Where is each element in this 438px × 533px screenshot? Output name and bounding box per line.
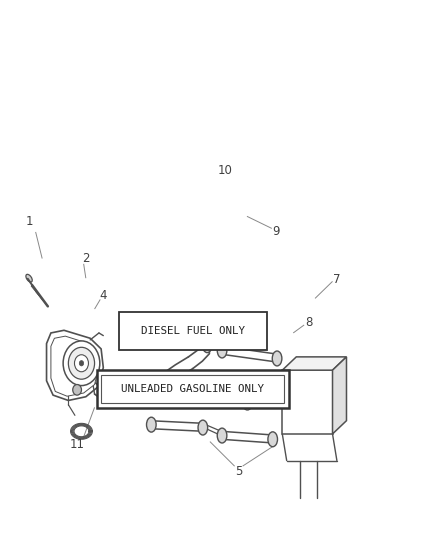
Ellipse shape <box>26 274 32 282</box>
Text: 7: 7 <box>333 273 341 286</box>
Circle shape <box>79 361 84 366</box>
Polygon shape <box>46 330 103 400</box>
Ellipse shape <box>256 390 265 403</box>
Ellipse shape <box>198 420 208 435</box>
Ellipse shape <box>217 343 227 358</box>
Text: 11: 11 <box>70 438 85 451</box>
Text: 6: 6 <box>239 369 247 382</box>
Text: 10: 10 <box>218 164 233 177</box>
Polygon shape <box>51 336 99 396</box>
Bar <box>283 370 332 434</box>
Polygon shape <box>283 357 346 370</box>
Text: DIESEL FUEL ONLY: DIESEL FUEL ONLY <box>141 326 245 336</box>
Bar <box>97 370 289 408</box>
Text: 8: 8 <box>305 316 312 329</box>
Polygon shape <box>332 357 346 434</box>
Text: 3: 3 <box>150 316 157 329</box>
Circle shape <box>68 348 95 379</box>
Bar <box>119 312 267 350</box>
Ellipse shape <box>202 338 212 353</box>
Ellipse shape <box>242 394 253 410</box>
Text: 9: 9 <box>272 225 279 238</box>
Ellipse shape <box>268 432 278 447</box>
Circle shape <box>73 384 81 395</box>
Ellipse shape <box>272 351 282 366</box>
Text: UNLEADED GASOLINE ONLY: UNLEADED GASOLINE ONLY <box>121 384 264 394</box>
Ellipse shape <box>142 329 152 344</box>
Text: 2: 2 <box>82 252 90 265</box>
Circle shape <box>63 341 100 385</box>
Text: 4: 4 <box>99 289 107 302</box>
Text: 1: 1 <box>25 215 33 228</box>
Circle shape <box>74 355 88 372</box>
Bar <box>101 375 285 403</box>
Text: 5: 5 <box>235 465 242 478</box>
Ellipse shape <box>217 428 227 443</box>
Ellipse shape <box>147 417 156 432</box>
